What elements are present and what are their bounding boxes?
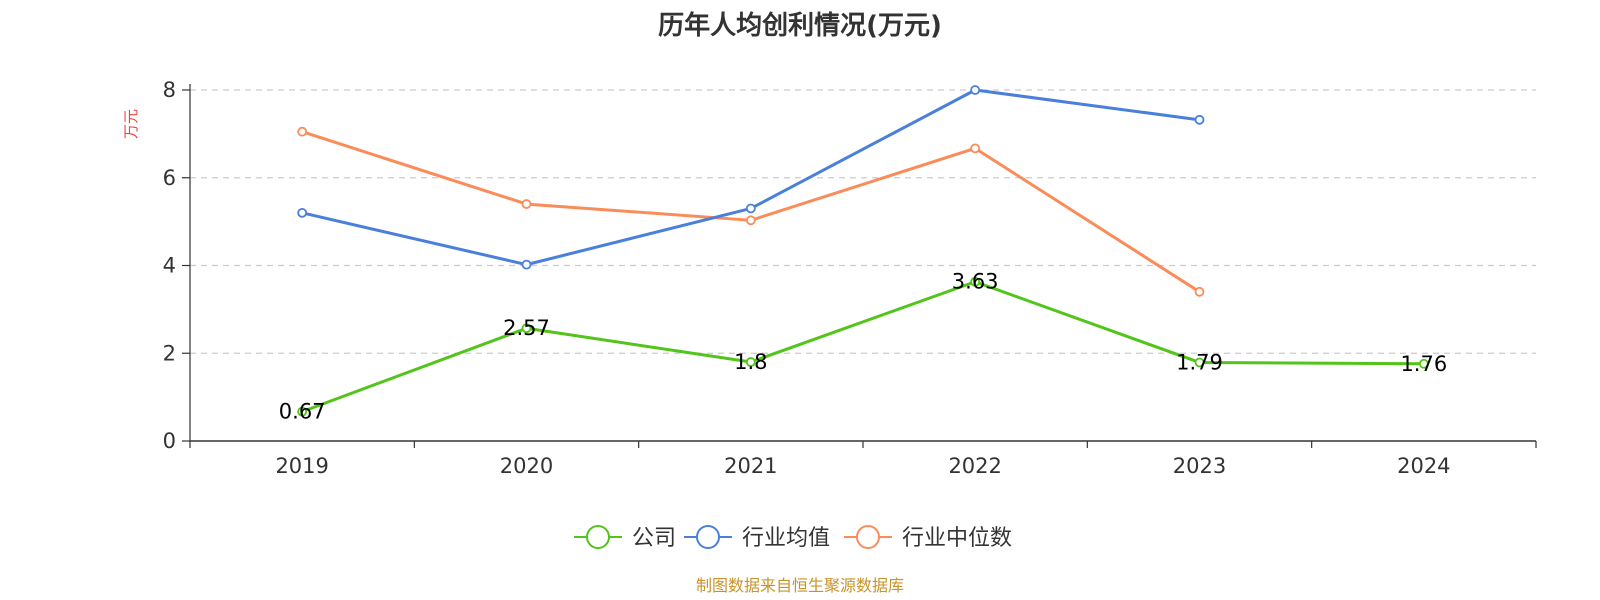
x-tick-label: 2020 [500,454,553,478]
data-point [970,85,981,95]
axes: 0 2 4 6 8 2019 2020 2021 2022 2023 2024 [163,78,1537,478]
data-label: 0.67 [279,400,326,424]
data-point [1418,358,1429,369]
legend-label: 公司 [632,526,676,551]
data-point [1194,286,1205,297]
data-labels: 0.67 2.57 1.8 3.63 1.79 1.76 [279,270,1447,424]
legend-item[interactable]: 公司 [574,525,676,551]
data-point [297,207,308,218]
legend-circle-icon [586,525,610,549]
y-axis-unit-label: 万元 [122,109,140,139]
data-label: 1.76 [1400,352,1447,376]
data-label: 2.57 [503,316,550,340]
y-tick-label: 4 [163,254,176,278]
data-point [745,215,756,226]
data-point [297,406,308,417]
data-point [521,323,532,334]
data-point [1194,114,1205,125]
legend-circle-icon [856,525,880,549]
data-point [745,357,756,367]
data-label: 1.8 [734,350,767,374]
data-point [745,203,756,214]
data-point [1194,357,1205,368]
series-line [301,280,1424,414]
source-note: 制图数据来自恒生聚源数据库 [696,576,904,595]
chart-title: 历年人均创利情况(万元) [658,10,942,41]
legend[interactable]: 公司 行业均值 行业中位数 [574,525,1012,551]
data-label: 3.63 [952,270,999,294]
data-point [521,259,532,270]
legend-circle-icon [696,525,720,549]
y-tick-label: 2 [163,341,176,365]
y-tick-label: 6 [163,166,176,190]
x-tick-label: 2023 [1173,454,1226,478]
data-point [297,126,308,137]
legend-item[interactable]: 行业均值 [684,525,830,551]
legend-item[interactable]: 行业中位数 [844,525,1012,551]
legend-label: 行业中位数 [902,526,1012,551]
data-point [970,143,981,154]
series-lines [297,85,1429,417]
data-point [521,199,532,209]
y-tick-label: 8 [163,78,176,102]
legend-label: 行业均值 [742,526,830,551]
x-tick-label: 2021 [724,454,777,478]
x-tick-label: 2022 [948,454,1001,478]
x-tick-label: 2019 [275,454,328,478]
data-point [970,276,981,287]
data-label: 1.79 [1176,350,1223,374]
x-tick-label: 2024 [1397,454,1450,478]
y-tick-label: 0 [163,429,176,453]
gridlines [190,89,1536,354]
